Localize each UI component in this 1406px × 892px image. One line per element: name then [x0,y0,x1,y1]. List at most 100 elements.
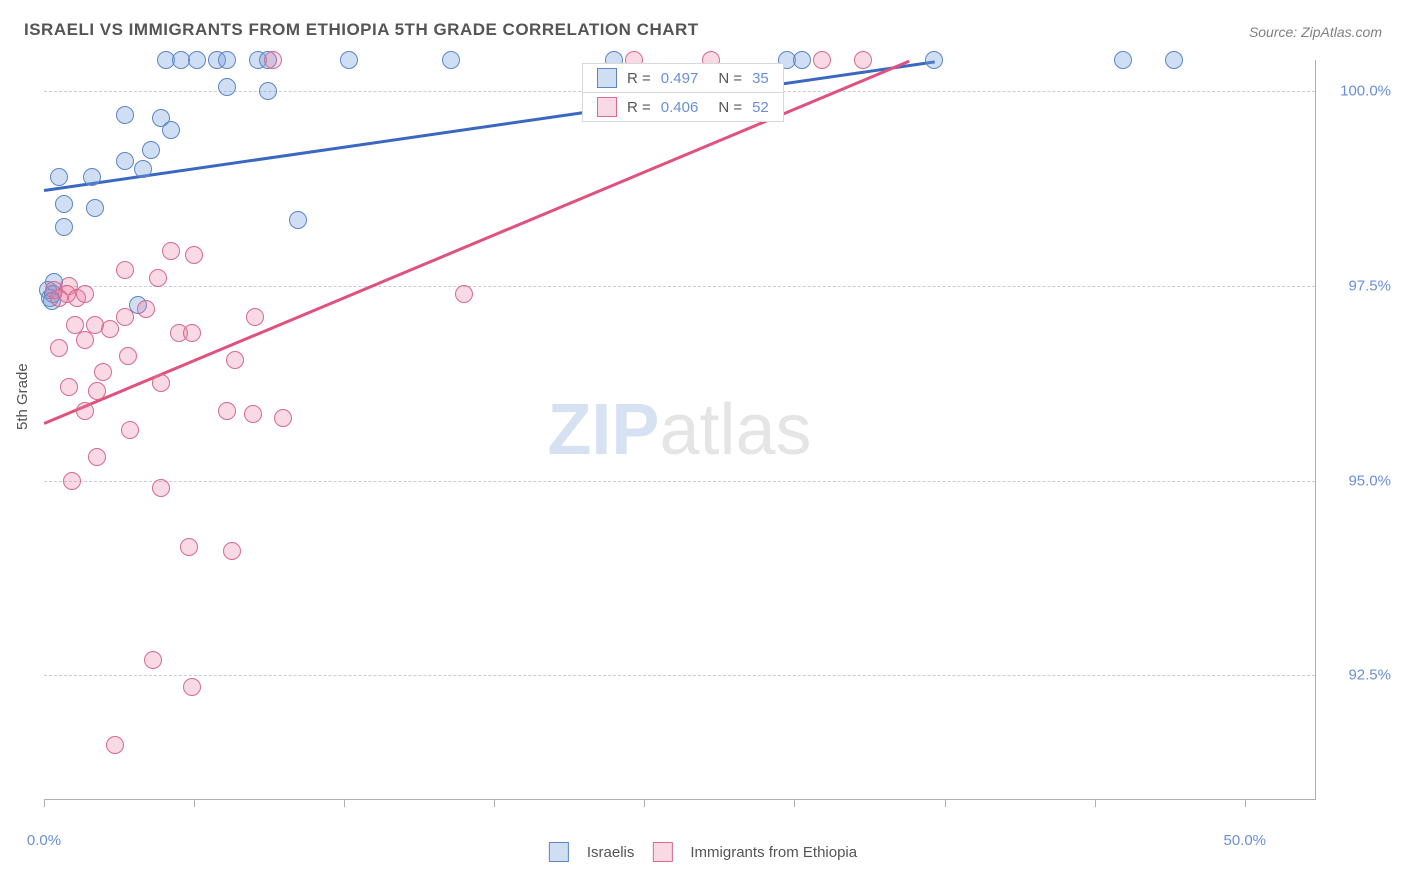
data-point [134,160,152,178]
legend-r-value: 0.497 [661,70,699,87]
data-point [188,51,206,69]
data-point [340,51,358,69]
legend-n-value: 52 [752,99,769,116]
gridline-horizontal [44,481,1315,482]
source-attribution: Source: ZipAtlas.com [1249,24,1382,40]
data-point [60,378,78,396]
x-tick [794,799,795,807]
x-tick-label: 0.0% [27,832,61,849]
y-tick-label: 100.0% [1327,83,1391,100]
data-point [246,308,264,326]
data-point [137,300,155,318]
data-point [793,51,811,69]
data-point [119,347,137,365]
source-prefix: Source: [1249,24,1301,40]
legend-swatch [597,68,617,88]
data-point [76,285,94,303]
data-point [63,472,81,490]
legend-swatch [597,97,617,117]
gridline-horizontal [44,286,1315,287]
x-tick [494,799,495,807]
legend-r-label: R = [627,99,651,116]
data-point [116,106,134,124]
data-point [183,678,201,696]
data-point [50,339,68,357]
data-point [162,242,180,260]
data-point [55,195,73,213]
y-tick-label: 92.5% [1327,667,1391,684]
data-point [152,479,170,497]
data-point [226,351,244,369]
legend-label: Immigrants from Ethiopia [690,844,857,861]
data-point [149,269,167,287]
data-point [218,51,236,69]
y-axis-label: 5th Grade [14,363,31,430]
correlation-legend: R = 0.497 N = 35 R = 0.406 N = 52 [582,63,784,122]
data-point [223,542,241,560]
data-point [162,121,180,139]
data-point [116,152,134,170]
data-point [1165,51,1183,69]
data-point [1114,51,1132,69]
data-point [116,261,134,279]
data-point [259,82,277,100]
y-tick-label: 95.0% [1327,472,1391,489]
data-point [264,51,282,69]
legend-row: R = 0.406 N = 52 [583,93,783,121]
legend-n-label: N = [718,99,742,116]
chart-title: ISRAELI VS IMMIGRANTS FROM ETHIOPIA 5TH … [24,20,699,40]
data-point [86,199,104,217]
legend-r-label: R = [627,70,651,87]
x-tick [344,799,345,807]
x-tick [945,799,946,807]
data-point [442,51,460,69]
data-point [94,363,112,381]
x-tick [194,799,195,807]
data-point [854,51,872,69]
data-point [152,374,170,392]
data-point [289,211,307,229]
data-point [274,409,292,427]
data-point [76,331,94,349]
data-point [142,141,160,159]
data-point [121,421,139,439]
x-tick [644,799,645,807]
data-point [55,218,73,236]
data-point [88,448,106,466]
legend-row: R = 0.497 N = 35 [583,64,783,93]
watermark: ZIPatlas [547,389,811,471]
data-point [455,285,473,303]
plot-area: ZIPatlas 92.5%95.0%97.5%100.0%0.0%50.0%R… [44,60,1316,800]
watermark-bold: ZIP [547,390,659,470]
data-point [83,168,101,186]
data-point [106,736,124,754]
data-point [88,382,106,400]
data-point [813,51,831,69]
bottom-legend: Israelis Immigrants from Ethiopia [549,842,857,862]
legend-n-value: 35 [752,70,769,87]
data-point [50,168,68,186]
data-point [244,405,262,423]
legend-label: Israelis [587,844,635,861]
data-point [144,651,162,669]
legend-r-value: 0.406 [661,99,699,116]
source-name: ZipAtlas.com [1301,24,1382,40]
legend-swatch [652,842,672,862]
data-point [218,78,236,96]
data-point [925,51,943,69]
x-tick [1245,799,1246,807]
data-point [180,538,198,556]
legend-n-label: N = [718,70,742,87]
gridline-horizontal [44,675,1315,676]
x-tick [44,799,45,807]
x-tick-label: 50.0% [1223,832,1266,849]
data-point [101,320,119,338]
data-point [76,402,94,420]
y-tick-label: 97.5% [1327,277,1391,294]
data-point [185,246,203,264]
data-point [183,324,201,342]
x-tick [1095,799,1096,807]
data-point [116,308,134,326]
watermark-light: atlas [659,390,811,470]
legend-swatch [549,842,569,862]
